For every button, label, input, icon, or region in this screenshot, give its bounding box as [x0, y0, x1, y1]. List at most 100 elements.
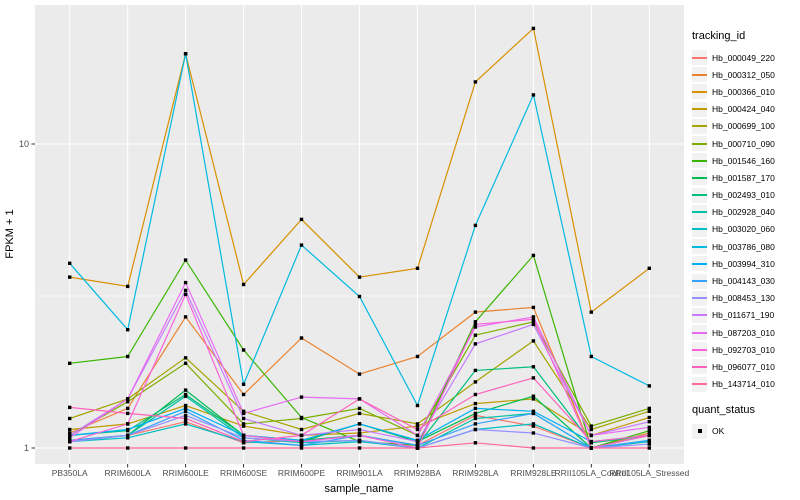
legend-item-Hb_143714_010: Hb_143714_010 [692, 376, 800, 393]
legend-key [692, 136, 707, 152]
data-point-marker [241, 433, 246, 438]
data-point-marker [357, 294, 362, 299]
y-tick-label: 10 [19, 139, 29, 149]
legend-item-label: Hb_000424_040 [712, 104, 775, 115]
data-point-marker [647, 266, 651, 270]
legend-item-label: Hb_011671_190 [712, 310, 775, 321]
data-point-marker [473, 322, 478, 327]
data-point-marker [531, 394, 536, 398]
legend-item-Hb_000312_050: Hb_000312_050 [692, 66, 800, 83]
data-point-marker [473, 320, 478, 324]
data-point-marker [299, 446, 304, 450]
legend-item-Hb_008453_130: Hb_008453_130 [692, 290, 800, 307]
data-point-marker [68, 446, 72, 450]
legend-key [692, 67, 707, 83]
data-point-marker [299, 395, 304, 399]
data-point-marker [357, 422, 362, 426]
legend-title-quant-status: quant_status [692, 403, 755, 416]
data-point-marker [68, 439, 72, 444]
data-point-marker [531, 320, 536, 324]
legend-swatch-line-icon [692, 348, 707, 351]
legend-item-Hb_000710_090: Hb_000710_090 [692, 135, 800, 152]
data-point-marker [357, 411, 362, 416]
legend-key [692, 153, 707, 169]
data-point-marker [126, 433, 130, 438]
data-point-marker [473, 368, 478, 373]
data-point-marker [415, 439, 420, 444]
legend-swatch-line-icon [692, 142, 707, 145]
data-point-marker [473, 392, 478, 397]
data-point-marker [357, 275, 362, 279]
data-point-marker [357, 427, 362, 432]
legend-key [692, 256, 707, 272]
quant-status-key [692, 423, 707, 439]
x-tick-label: PB350LA [52, 468, 88, 478]
legend-item-label: Hb_008453_130 [712, 293, 775, 304]
legend-item-Hb_003020_060: Hb_003020_060 [692, 221, 800, 238]
legend-key [692, 307, 707, 323]
data-point-marker [183, 292, 188, 297]
data-point-marker [589, 446, 593, 450]
legend-item-Hb_000699_100: Hb_000699_100 [692, 118, 800, 135]
quant-status-label: OK [712, 426, 725, 437]
data-point-marker [531, 305, 536, 310]
data-point-marker [126, 427, 130, 432]
data-point-marker [589, 439, 593, 444]
data-point-marker [183, 280, 188, 285]
data-point-marker [531, 397, 536, 401]
legend-item-label: Hb_000366_010 [712, 86, 775, 97]
data-point-marker [357, 431, 362, 435]
data-point-marker [589, 427, 593, 432]
data-point-marker [183, 394, 188, 398]
data-point-marker [531, 322, 536, 327]
legend-key [692, 359, 707, 375]
data-point-marker [647, 425, 651, 429]
data-point-marker [531, 317, 536, 321]
quant-status-item: OK [692, 423, 800, 440]
data-point-marker [589, 433, 593, 438]
data-point-marker [241, 422, 246, 426]
data-point-marker [68, 361, 72, 365]
data-point-marker [473, 406, 478, 411]
legend-item-label: Hb_000710_090 [712, 138, 775, 149]
data-point-marker [415, 427, 420, 432]
legend-key [692, 239, 707, 255]
data-point-marker [531, 411, 536, 416]
data-point-marker [241, 416, 246, 421]
legend-item-Hb_001546_160: Hb_001546_160 [692, 152, 800, 169]
data-point-marker [126, 354, 130, 359]
legend-key [692, 290, 707, 306]
data-point-marker [357, 446, 362, 450]
data-point-marker [126, 397, 130, 401]
legend-item-Hb_002928_040: Hb_002928_040 [692, 204, 800, 221]
data-point-marker [531, 315, 536, 319]
legend-items: Hb_000049_220 Hb_000312_050 Hb_000366_010 H… [692, 49, 800, 393]
data-point-marker [531, 26, 536, 31]
legend-item-label: Hb_000312_050 [712, 69, 775, 80]
legend-swatch-line-icon [692, 365, 707, 368]
data-point-marker [531, 253, 536, 258]
legend-item-Hb_003994_310: Hb_003994_310 [692, 255, 800, 272]
data-point-marker [357, 372, 362, 376]
x-tick-label: RRIM928LE [510, 468, 557, 478]
data-point-marker [183, 413, 188, 418]
data-point-marker [415, 446, 420, 450]
data-point-marker [68, 427, 72, 432]
legend-swatch-line-icon [692, 211, 707, 214]
data-point-marker [357, 433, 362, 438]
data-point-marker [183, 361, 188, 365]
black-square-marker-icon [697, 429, 702, 434]
data-point-marker [183, 416, 188, 421]
data-point-marker [68, 436, 72, 440]
data-point-marker [647, 446, 651, 450]
data-point-marker [647, 384, 651, 388]
data-point-marker [183, 315, 188, 319]
data-point-marker [68, 416, 72, 421]
data-point-marker [68, 405, 72, 410]
data-point-marker [357, 406, 362, 411]
legend: tracking_id Hb_000049_220 Hb_000312_050 Hb… [692, 0, 800, 500]
data-point-marker [183, 388, 188, 392]
data-point-marker [647, 433, 651, 438]
data-point-marker [647, 438, 651, 442]
data-point-marker [299, 427, 304, 432]
